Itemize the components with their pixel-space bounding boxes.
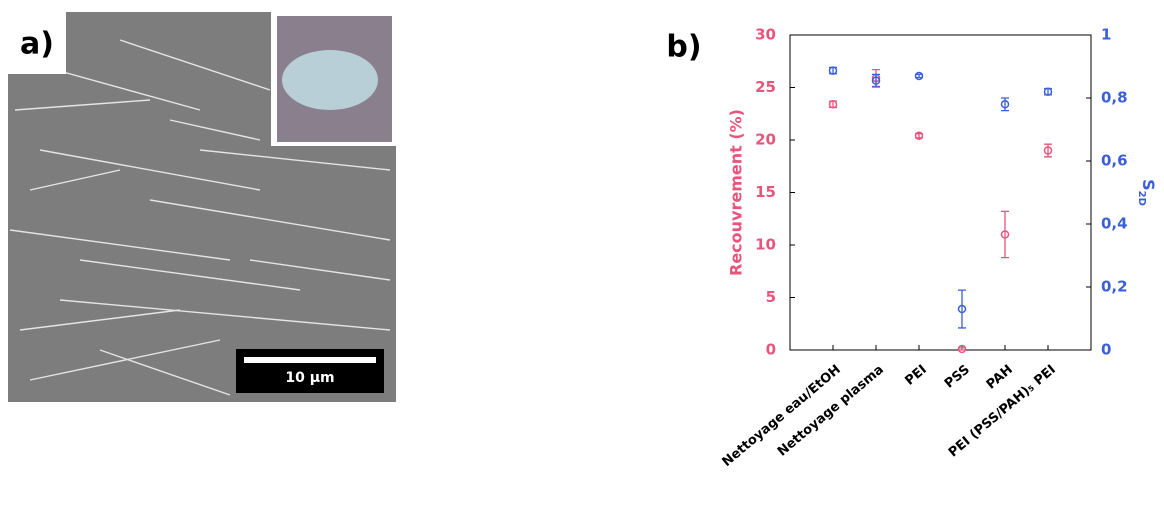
y-tick-label: 5: [766, 288, 776, 306]
marker: [914, 71, 924, 81]
y-tick-label: 10: [755, 236, 776, 254]
marker: [914, 131, 924, 141]
y-tick-label: 20: [755, 131, 776, 149]
y2-axis-label-sub: 2D: [1136, 191, 1147, 206]
panel-label: a): [20, 27, 54, 62]
y-tick-label: 0: [766, 341, 776, 359]
y2-tick-label: 0,8: [1101, 89, 1128, 107]
inset-film: [282, 50, 378, 110]
scale-bar-box: [236, 349, 384, 393]
y2-tick-label: 0,4: [1101, 215, 1128, 233]
y-tick-label: 25: [755, 78, 776, 96]
scale-bar-label: 10 µm: [285, 370, 334, 386]
marker: [1043, 146, 1053, 155]
marker: [957, 304, 967, 314]
nanowires: [9, 39, 391, 396]
x-tick-label: PEI: [902, 362, 929, 388]
y2-tick-label: 0,6: [1101, 152, 1128, 170]
marker: [828, 66, 838, 75]
y2-axis-label: S2D: [1136, 179, 1159, 206]
scale-bar: [244, 357, 376, 363]
y-tick-label: 30: [755, 26, 776, 44]
marker: [828, 100, 838, 109]
marker: [1000, 230, 1010, 239]
marker: [1000, 100, 1010, 109]
error-bar: [958, 289, 966, 329]
x-tick-label: PAH: [984, 362, 1016, 392]
x-tick-label: PSS: [942, 362, 973, 391]
y2-tick-label: 1: [1101, 26, 1111, 44]
plot-frame: [789, 34, 1092, 351]
y2-axis-label-main: S: [1140, 179, 1159, 191]
sem-image: a) 10 µm: [8, 12, 396, 402]
marker: [1043, 87, 1053, 96]
marker: [957, 344, 967, 354]
y-tick-label: 15: [755, 183, 776, 201]
marker: [871, 76, 881, 85]
y-axis-label: Recouvrement (%): [727, 109, 746, 276]
panel-label-box: [8, 12, 66, 74]
chart: 0 5 10 15 20 25 30 0 0,2 0,4 0,6 0,8 1 Recouvrement (…: [720, 26, 1159, 470]
panel-label: b): [666, 30, 701, 65]
y2-tick-label: 0: [1101, 341, 1111, 359]
y2-tick-label: 0,2: [1101, 278, 1128, 296]
error-bar: [1001, 210, 1009, 259]
panel-label-box: [655, 22, 713, 74]
